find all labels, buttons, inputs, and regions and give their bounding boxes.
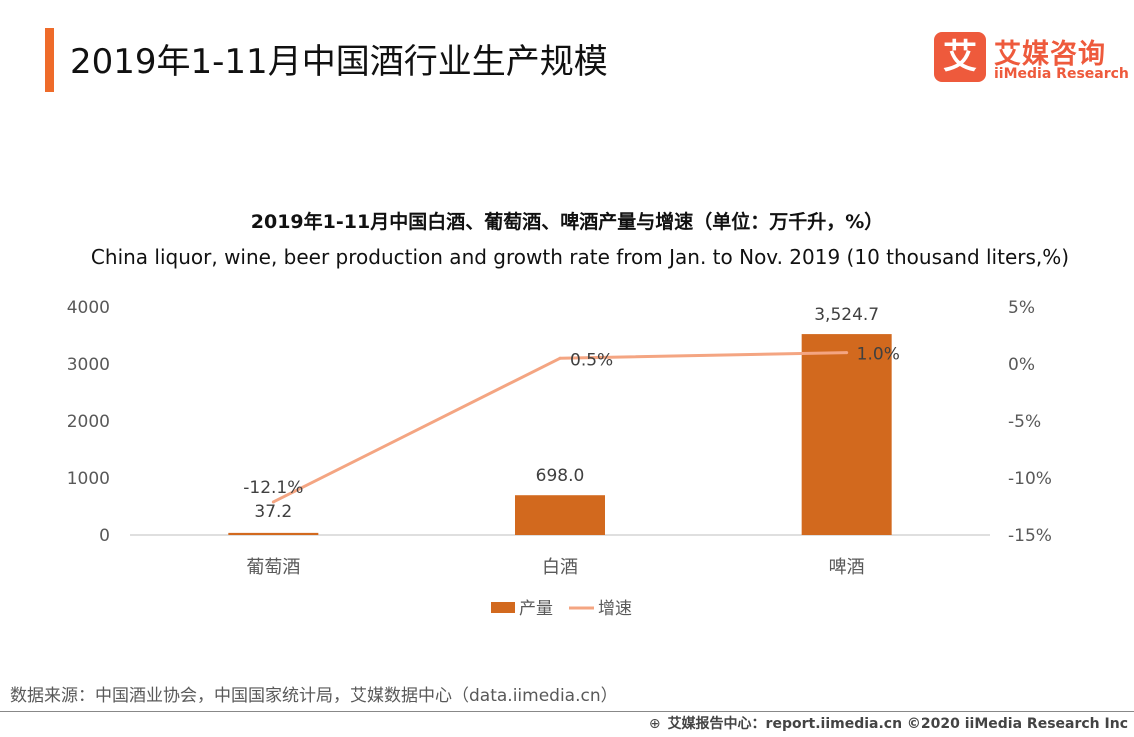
y-left-tick-label: 1000 bbox=[67, 469, 110, 489]
y-left-tick-label: 0 bbox=[99, 526, 110, 546]
growth-point bbox=[271, 500, 275, 504]
footer-text: 艾媒报告中心：report.iimedia.cn ©2020 iiMedia R… bbox=[667, 716, 1128, 732]
bar bbox=[515, 495, 605, 535]
x-category-label: 白酒 bbox=[542, 557, 578, 578]
x-category-label: 啤酒 bbox=[829, 557, 865, 578]
line-data-label: 0.5% bbox=[570, 350, 613, 370]
logo-en-text: iiMedia Research bbox=[994, 66, 1129, 82]
footer: ⊕ 艾媒报告中心：report.iimedia.cn ©2020 iiMedia… bbox=[647, 713, 1128, 733]
line-data-label: 1.0% bbox=[857, 345, 900, 365]
logo-cn-text: 艾媒咨询 bbox=[994, 39, 1106, 70]
y-right-tick-label: -15% bbox=[1008, 526, 1052, 546]
y-right-tick-label: 5% bbox=[1008, 298, 1035, 318]
chart-title: 2019年1-11月中国白酒、葡萄酒、啤酒产量与增速（单位：万千升，%） bbox=[250, 211, 884, 233]
bar-data-label: 3,524.7 bbox=[814, 305, 879, 325]
globe-icon: ⊕ bbox=[648, 716, 661, 732]
bar bbox=[801, 334, 892, 535]
legend-bar-label: 产量 bbox=[519, 599, 553, 619]
bar-data-label: 37.2 bbox=[254, 502, 292, 522]
footer-divider bbox=[0, 711, 1134, 712]
logo-mark-icon: 艾 bbox=[934, 32, 986, 82]
legend-bar-swatch bbox=[491, 602, 515, 613]
bar bbox=[228, 532, 319, 535]
growth-point bbox=[558, 356, 562, 360]
y-right-tick-label: 0% bbox=[1008, 355, 1035, 375]
page-title: 2019年1-11月中国酒行业生产规模 bbox=[70, 42, 608, 82]
y-left-tick-label: 4000 bbox=[67, 298, 110, 318]
y-right-tick-label: -5% bbox=[1008, 412, 1041, 432]
title-accent-bar bbox=[45, 28, 54, 92]
data-source: 数据来源：中国酒业协会，中国国家统计局，艾媒数据中心（data.iimedia.… bbox=[10, 686, 618, 706]
chart-subtitle: China liquor, wine, beer production and … bbox=[90, 245, 1070, 269]
y-right-tick-label: -10% bbox=[1008, 469, 1052, 489]
x-category-label: 葡萄酒 bbox=[246, 557, 300, 578]
growth-point bbox=[845, 351, 849, 355]
iimedia-logo: 艾 艾媒咨询 iiMedia Research bbox=[934, 32, 1129, 88]
line-data-label: -12.1% bbox=[243, 478, 303, 498]
legend-line-label: 增速 bbox=[598, 599, 632, 619]
y-left-tick-label: 3000 bbox=[67, 355, 110, 375]
bar-data-label: 698.0 bbox=[536, 466, 585, 486]
y-left-tick-label: 2000 bbox=[67, 412, 110, 432]
